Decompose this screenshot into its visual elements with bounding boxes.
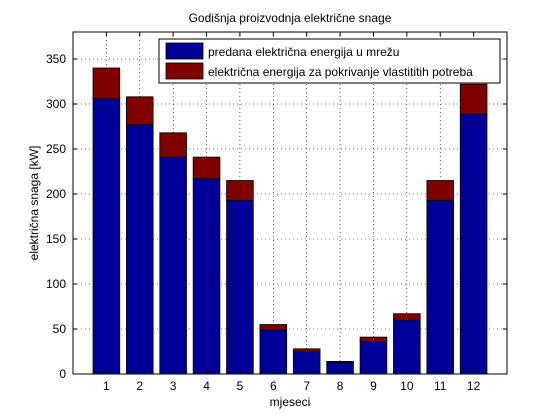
bar-grid-energy-month-12 (459, 113, 488, 375)
x-tick-label: 9 (370, 379, 377, 393)
y-axis-title: električna snaga [kW] (27, 146, 41, 261)
y-tick-label: 100 (46, 277, 66, 291)
bar-own-use-month-8 (326, 360, 354, 363)
bar-own-use-month-11 (426, 180, 454, 201)
bar-marks (92, 67, 488, 375)
x-tick-label: 6 (270, 379, 277, 393)
legend: predana električna energija u mrežu elek… (158, 38, 501, 84)
y-tick-label: 350 (46, 52, 66, 66)
y-tick-label: 150 (46, 232, 66, 246)
x-axis-title: mjeseci (270, 395, 311, 409)
legend-label-series-1: predana električna energija u mrežu (208, 45, 399, 59)
bar-own-use-month-6 (259, 324, 288, 331)
y-tick-label: 250 (46, 142, 66, 156)
bar-own-use-month-2 (126, 96, 154, 126)
legend-box (158, 38, 501, 84)
x-tick-label: 4 (203, 379, 210, 393)
x-tick-label: 8 (337, 379, 344, 393)
bar-own-use-month-1 (92, 67, 121, 100)
plot-frame (72, 31, 508, 375)
x-tick-label: 3 (170, 379, 177, 393)
bar-grid-energy-month-10 (393, 319, 421, 375)
x-tick-label: 7 (303, 379, 310, 393)
bar-own-use-month-3 (159, 132, 187, 158)
y-tick-label: 50 (53, 322, 67, 336)
legend-swatch-series-1 (165, 42, 204, 60)
bar-grid-energy-month-5 (226, 199, 254, 375)
bar-grid-energy-month-4 (192, 178, 221, 375)
x-tick-label: 1 (103, 379, 110, 393)
x-tick-label: 12 (467, 379, 481, 393)
x-tick-label: 10 (400, 379, 414, 393)
bar-grid-energy-month-11 (426, 199, 454, 375)
y-tick-label: 300 (46, 97, 66, 111)
x-tick-label: 5 (237, 379, 244, 393)
bar-own-use-month-4 (192, 156, 221, 180)
bar-own-use-month-9 (359, 336, 388, 343)
legend-swatch-series-2 (165, 62, 204, 80)
bar-own-use-month-12 (459, 83, 488, 115)
x-tick-label: 2 (136, 379, 143, 393)
bar-grid-energy-month-3 (159, 156, 187, 375)
x-tick-label: 11 (434, 379, 447, 393)
y-tick-label: 0 (59, 367, 66, 381)
bar-grid-energy-month-2 (126, 124, 154, 375)
bar-grid-energy-month-1 (92, 98, 121, 375)
bar-grid-energy-month-6 (259, 329, 288, 375)
bar-grid-energy-month-9 (359, 341, 388, 375)
bar-own-use-month-7 (292, 348, 321, 352)
chart-title: Godišnja proizvodnja električne snage (189, 11, 392, 25)
bar-own-use-month-5 (226, 180, 254, 201)
y-tick-label: 200 (46, 187, 66, 201)
bar-own-use-month-10 (393, 313, 421, 321)
legend-label-series-2: električna energija za pokrivanje vlasti… (208, 65, 473, 79)
